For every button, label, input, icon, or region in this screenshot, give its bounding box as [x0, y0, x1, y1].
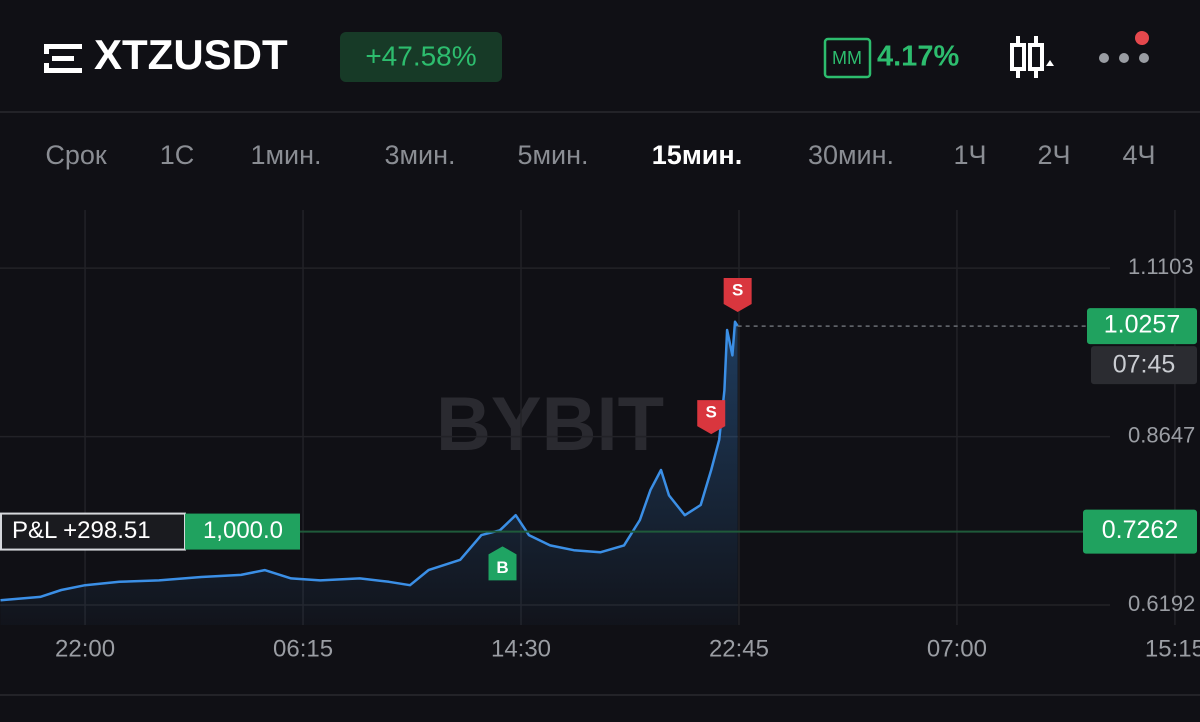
last-price-box: [1087, 308, 1197, 345]
x-tick-label: 22:45: [709, 635, 769, 662]
trade-side: B: [496, 558, 508, 577]
timeframe[interactable]: 1Ч: [953, 140, 986, 170]
timeframe[interactable]: 4Ч: [1122, 140, 1155, 170]
trade-side: S: [732, 280, 743, 299]
trade-side: S: [706, 403, 717, 422]
timeframe[interactable]: 3мин.: [384, 140, 455, 170]
timeframe[interactable]: 30мин.: [808, 140, 894, 170]
mm-box: [823, 37, 872, 79]
trade-marker: [488, 546, 517, 581]
entry-box: [1083, 509, 1197, 554]
pnl[interactable]: P&L +298.51: [12, 517, 151, 544]
more-icon[interactable]: [1099, 31, 1149, 63]
candle-icon[interactable]: [1010, 36, 1054, 78]
x-tick-label: 22:00: [55, 635, 115, 662]
countdown-box: [1091, 346, 1197, 385]
position-size[interactable]: 1,000.0: [203, 517, 283, 544]
x-tick-label: 07:00: [927, 635, 987, 662]
countdown: 07:45: [1113, 351, 1176, 379]
watermark: BYBIT: [436, 382, 664, 467]
y-tick-label: 0.6192: [1128, 591, 1195, 616]
menu-icon[interactable]: [44, 44, 82, 73]
timeframe[interactable]: 5мин.: [517, 140, 588, 170]
mm-badge: MM: [832, 48, 862, 68]
last-price: 1.0257: [1104, 311, 1180, 339]
size-box[interactable]: [185, 513, 300, 550]
x-tick-label: 14:30: [491, 635, 551, 662]
trade-marker: [697, 400, 726, 435]
area: [0, 321, 738, 625]
trade-marker: [723, 278, 752, 312]
timeframe[interactable]: 15мин.: [652, 140, 742, 170]
timeframe[interactable]: 2Ч: [1037, 140, 1070, 170]
y-tick-label: 1.1103: [1128, 254, 1194, 279]
timeframe[interactable]: Срок: [45, 140, 107, 170]
y-tick-label: 0.8647: [1128, 422, 1195, 447]
symbol[interactable]: XTZUSDT: [94, 31, 288, 78]
mm-rate: 4.17%: [877, 41, 959, 73]
timeframe[interactable]: 1мин.: [250, 140, 321, 170]
change: +47.58%: [365, 40, 476, 71]
entry-price: 0.7262: [1102, 516, 1178, 544]
timeframe[interactable]: 1С: [160, 140, 195, 170]
x-tick-label: 06:15: [273, 635, 333, 662]
price-line: [0, 320, 739, 602]
x-tick-label: 15:15: [1145, 635, 1200, 662]
change-badge: [340, 32, 502, 82]
